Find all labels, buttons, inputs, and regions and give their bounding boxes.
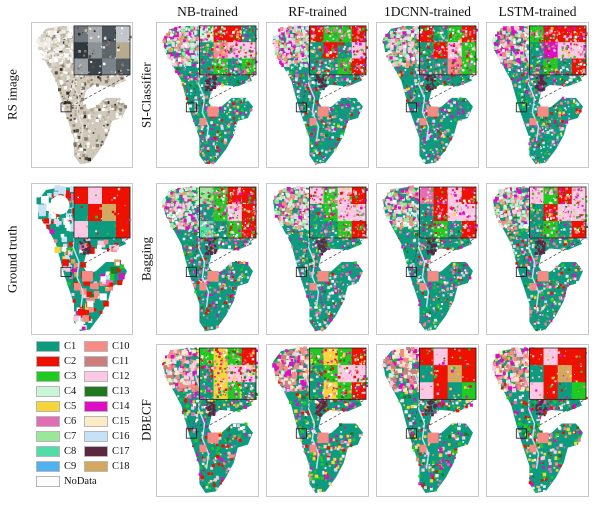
legend-swatch-c5 — [36, 401, 60, 412]
legend-label-c5: C5 — [64, 401, 77, 412]
legend-swatch-c12 — [84, 371, 108, 382]
legend-swatch-c17 — [84, 446, 108, 457]
map-panel-dbecf-1dcnn — [376, 344, 479, 497]
map-panel-si-classifier-1dcnn — [376, 22, 479, 168]
legend-column-right: C10 C11 C12 C13 C14 C15 C16 C17 C18 — [84, 341, 130, 472]
legend-swatch-c14 — [84, 401, 108, 412]
map-image-dbecf-lstm — [487, 345, 588, 496]
map-image-dbecf-1dcnn — [377, 345, 478, 496]
row-label-0: SI-Classifier — [138, 62, 154, 128]
legend-entry-c4: C4 — [36, 386, 97, 397]
map-panel-bagging-rf — [266, 183, 369, 335]
legend-entry-nodata: NoData — [36, 476, 97, 487]
map-image-bagging-rf — [267, 184, 368, 334]
side-label-rs-image: RS image — [4, 69, 20, 121]
map-image-bagging-lstm — [487, 184, 588, 334]
legend-swatch-c9 — [36, 461, 60, 472]
map-image-bagging-nb — [157, 184, 258, 334]
column-header-3: LSTM-trained — [498, 4, 577, 19]
row-label-1: Bagging — [138, 236, 154, 282]
map-panel-rs-image — [31, 22, 133, 168]
legend-entry-c2: C2 — [36, 356, 97, 367]
legend-entry-c5: C5 — [36, 401, 97, 412]
legend-entry-c8: C8 — [36, 446, 97, 457]
legend-label-c9: C9 — [64, 461, 77, 472]
legend-label-c1: C1 — [64, 341, 77, 352]
legend-swatch-c10 — [84, 341, 108, 352]
legend-label-c16: C16 — [112, 431, 130, 442]
map-image-si-classifier-nb — [157, 23, 258, 167]
column-header-2: 1DCNN-trained — [384, 4, 471, 19]
map-panel-dbecf-nb — [156, 344, 259, 497]
legend-entry-c12: C12 — [84, 371, 130, 382]
legend-swatch-nodata — [36, 476, 60, 487]
legend-label-c6: C6 — [64, 416, 77, 427]
legend-swatch-c13 — [84, 386, 108, 397]
map-image-ground-truth — [32, 184, 132, 334]
legend-swatch-c6 — [36, 416, 60, 427]
legend-entry-c16: C16 — [84, 431, 130, 442]
column-header-1: RF-trained — [288, 4, 347, 19]
map-panel-dbecf-lstm — [486, 344, 589, 497]
legend-swatch-c4 — [36, 386, 60, 397]
map-panel-bagging-lstm — [486, 183, 589, 335]
legend-label-c8: C8 — [64, 446, 77, 457]
map-image-si-classifier-rf — [267, 23, 368, 167]
legend-entry-c6: C6 — [36, 416, 97, 427]
map-panel-si-classifier-rf — [266, 22, 369, 168]
legend-entry-c13: C13 — [84, 386, 130, 397]
legend-label-c11: C11 — [112, 356, 130, 367]
legend-swatch-c3 — [36, 371, 60, 382]
legend-entry-c7: C7 — [36, 431, 97, 442]
legend-swatch-c18 — [84, 461, 108, 472]
legend-label-c2: C2 — [64, 356, 77, 367]
legend-label-c17: C17 — [112, 446, 130, 457]
map-panel-bagging-nb — [156, 183, 259, 335]
legend-label-c10: C10 — [112, 341, 130, 352]
legend-swatch-c11 — [84, 356, 108, 367]
map-panel-si-classifier-nb — [156, 22, 259, 168]
legend-swatch-c2 — [36, 356, 60, 367]
legend-entry-c11: C11 — [84, 356, 130, 367]
map-image-bagging-1dcnn — [377, 184, 478, 334]
legend-entry-c18: C18 — [84, 461, 130, 472]
map-image-dbecf-rf — [267, 345, 368, 496]
legend-label-c15: C15 — [112, 416, 130, 427]
legend-label-c12: C12 — [112, 371, 130, 382]
legend-label-c14: C14 — [112, 401, 130, 412]
legend-swatch-c15 — [84, 416, 108, 427]
legend-swatch-c16 — [84, 431, 108, 442]
map-panel-ground-truth — [31, 183, 133, 335]
legend-label-c3: C3 — [64, 371, 77, 382]
legend-swatch-c1 — [36, 341, 60, 352]
legend-label-c18: C18 — [112, 461, 130, 472]
legend-entry-c1: C1 — [36, 341, 97, 352]
legend-entry-c3: C3 — [36, 371, 97, 382]
legend-swatch-c8 — [36, 446, 60, 457]
legend-label-nodata: NoData — [64, 476, 97, 487]
legend-column-left: C1 C2 C3 C4 C5 C6 C7 C8 C9 NoData — [36, 341, 97, 487]
column-header-0: NB-trained — [177, 4, 238, 19]
map-image-rs-image — [32, 23, 132, 167]
legend-label-c13: C13 — [112, 386, 130, 397]
map-panel-dbecf-rf — [266, 344, 369, 497]
map-image-si-classifier-1dcnn — [377, 23, 478, 167]
map-image-dbecf-nb — [157, 345, 258, 496]
row-label-2: DBECF — [138, 399, 154, 442]
side-label-ground-truth: Ground truth — [4, 225, 20, 293]
legend-entry-c10: C10 — [84, 341, 130, 352]
legend-label-c7: C7 — [64, 431, 77, 442]
legend-label-c4: C4 — [64, 386, 77, 397]
map-panel-si-classifier-lstm — [486, 22, 589, 168]
map-panel-bagging-1dcnn — [376, 183, 479, 335]
legend: C1 C2 C3 C4 C5 C6 C7 C8 C9 NoData C10 C11 C12 C13 C14 C… — [28, 341, 132, 505]
map-image-si-classifier-lstm — [487, 23, 588, 167]
legend-entry-c17: C17 — [84, 446, 130, 457]
legend-entry-c9: C9 — [36, 461, 97, 472]
legend-entry-c14: C14 — [84, 401, 130, 412]
legend-swatch-c7 — [36, 431, 60, 442]
legend-entry-c15: C15 — [84, 416, 130, 427]
